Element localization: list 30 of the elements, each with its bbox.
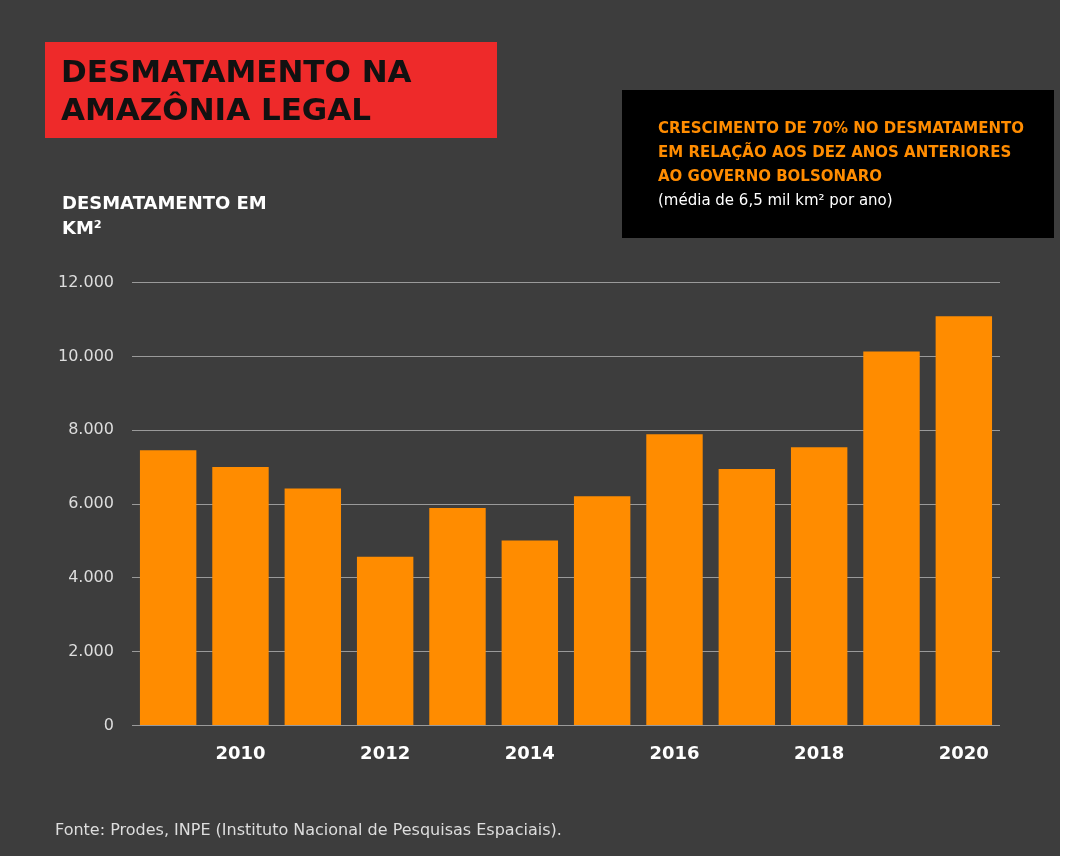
bar [212, 467, 269, 725]
y-tick-label: 6.000 [68, 493, 114, 513]
bar [863, 351, 920, 725]
x-tick-label: 2014 [504, 741, 555, 763]
y-tick-label: 2.000 [68, 640, 114, 660]
x-tick-label: 2012 [360, 741, 411, 763]
bar [501, 540, 559, 725]
bar [429, 508, 486, 725]
x-tick-label: 2020 [938, 741, 989, 763]
bar [935, 316, 993, 725]
y-tick-label: 0 [103, 714, 114, 734]
bar [790, 447, 848, 725]
bar [573, 496, 631, 725]
x-tick-label: 2016 [649, 741, 700, 763]
y-tick-label: 4.000 [68, 566, 114, 586]
y-tick-label: 10.000 [58, 345, 114, 365]
chart-title: DESMATAMENTO NA AMAZÔNIA LEGAL [45, 42, 497, 138]
y-axis-title: DESMATAMENTO EM KM² [62, 191, 268, 240]
bar [718, 468, 776, 725]
bar [284, 488, 342, 725]
text: (média de 6,5 mil km² por ano) [658, 190, 894, 211]
x-tick-label: 2018 [794, 741, 845, 763]
x-tick-label: 2010 [215, 741, 266, 763]
bar [646, 434, 703, 725]
bar [356, 556, 414, 725]
source-note: Fonte: Prodes, INPE (Instituto Nacional de Pesquisas Espaciais). [55, 820, 562, 839]
y-tick-label: 12.000 [58, 271, 114, 291]
text: CRESCIMENTO DE 70% NO DESMATAMENTO EM RELAÇÃO AOS DEZ ANOS ANTERIORES AO GOVERNO BOLSONARO [658, 118, 1025, 187]
y-tick-label: 8.000 [68, 419, 114, 439]
bar [139, 450, 197, 725]
